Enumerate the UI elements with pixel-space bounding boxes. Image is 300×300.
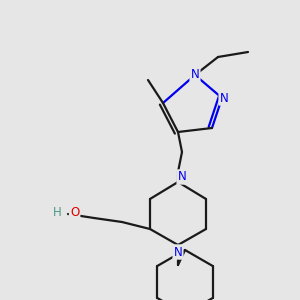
Text: N: N [178, 170, 186, 184]
Text: O: O [70, 206, 79, 220]
Text: N: N [174, 245, 182, 259]
Text: N: N [220, 92, 228, 104]
Text: H: H [53, 206, 62, 220]
Text: N: N [190, 68, 200, 82]
